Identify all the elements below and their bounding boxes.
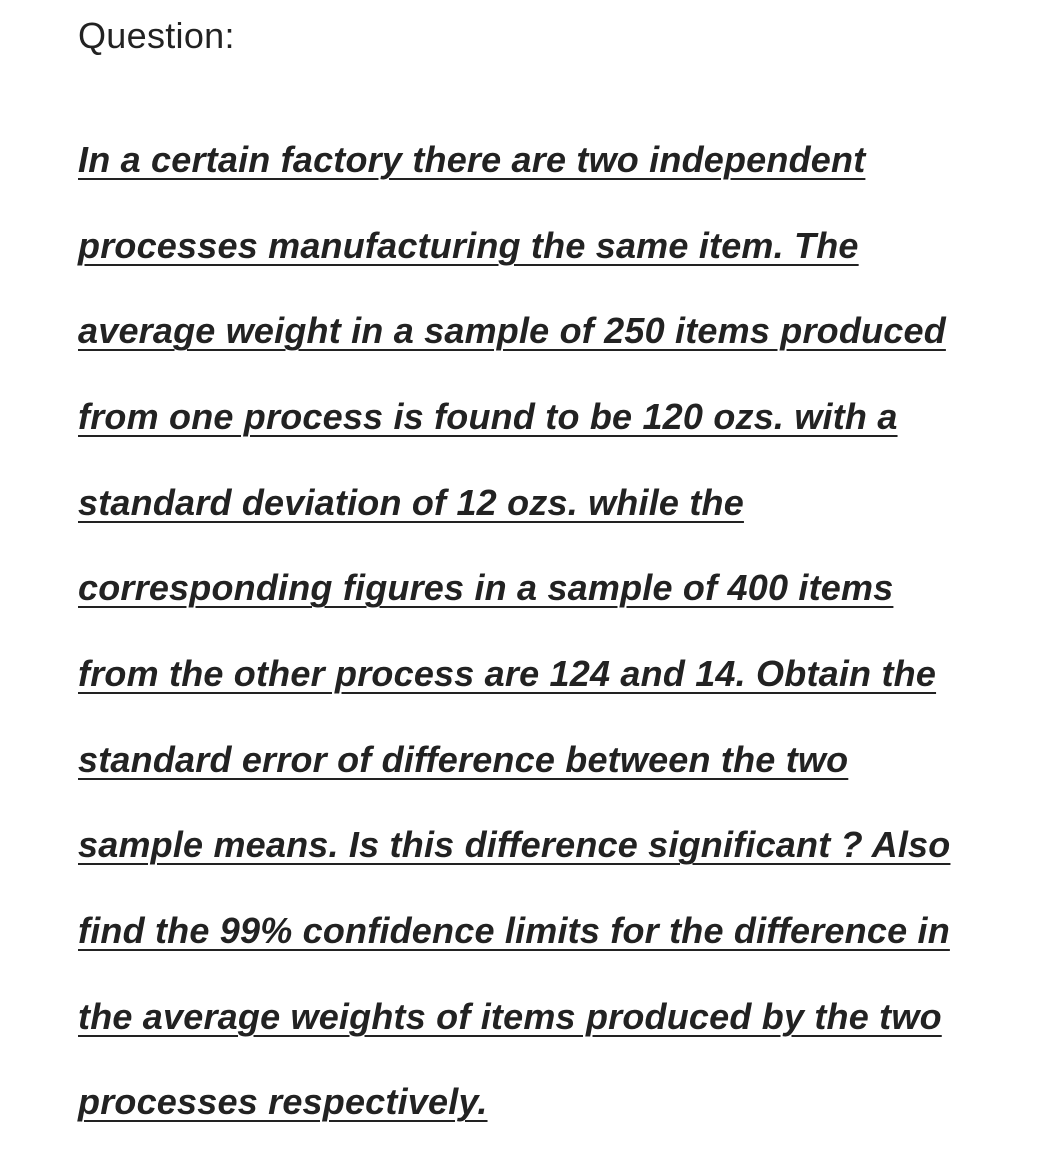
question-label: Question: — [78, 15, 970, 57]
page-container: Question: In a certain factory there are… — [0, 0, 1048, 1175]
question-body: In a certain factory there are two indep… — [78, 117, 970, 1145]
